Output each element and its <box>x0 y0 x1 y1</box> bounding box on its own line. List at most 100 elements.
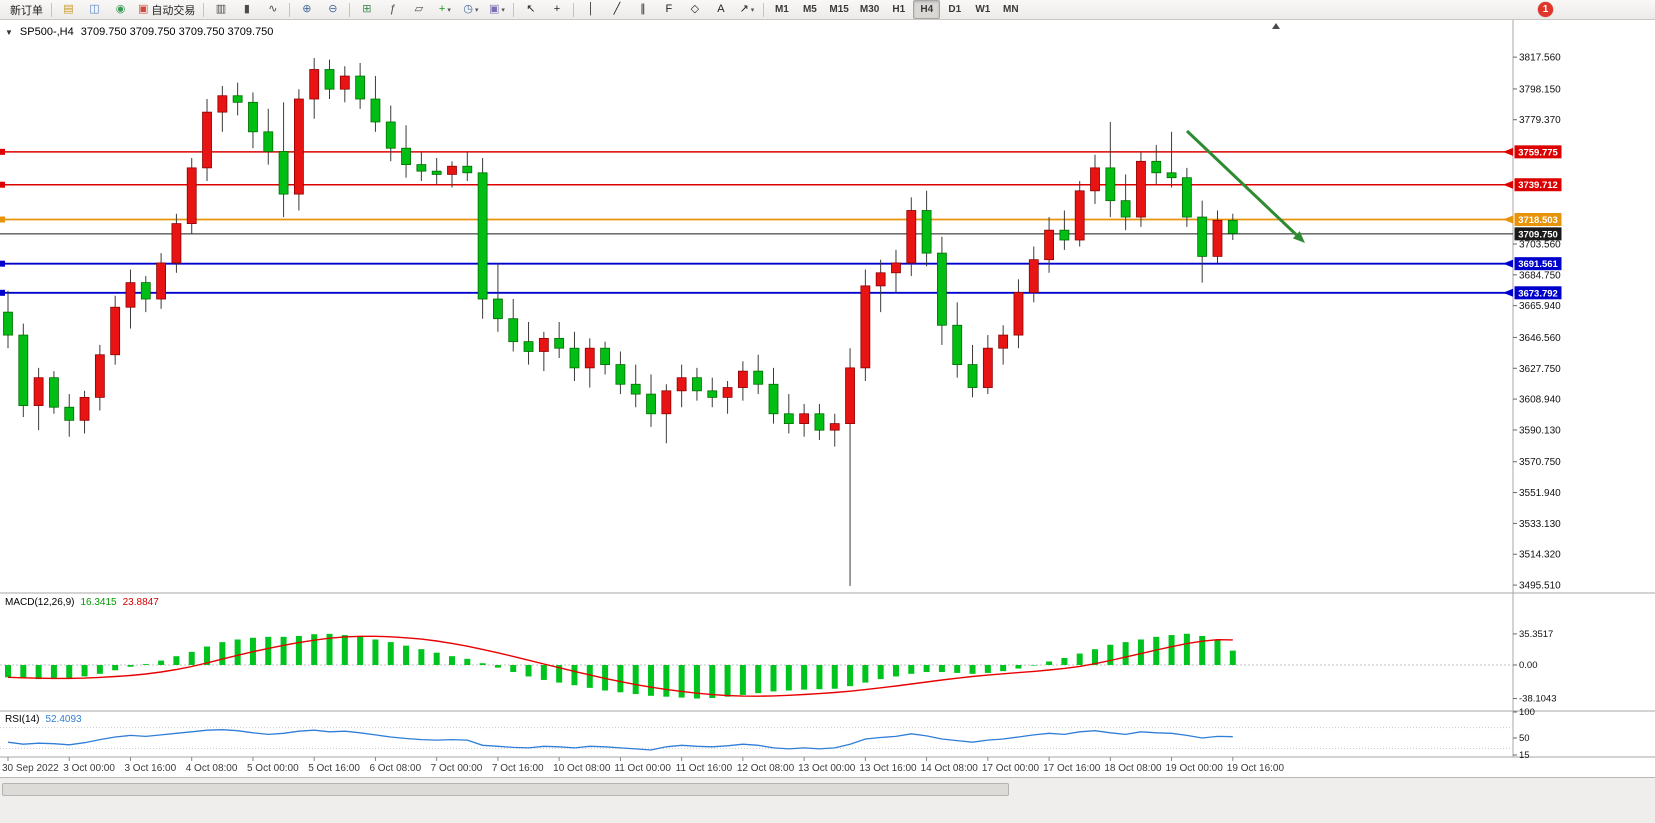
candle-body <box>1136 160 1146 218</box>
macd-histogram-bar <box>862 665 869 683</box>
toolbar: 1 新订单 ▤ ◫ ◉ ▣ 自动交易 ▥ ▮ ∿ ⊕ ⊖ ⊞ ƒ ▱ + ▾ ◷ ▾ ▣ ▾ ↖ + │ ╱ ∥ F ◇ A ↗ ▾ M1 M… <box>0 0 1655 20</box>
line-right-arrow-icon <box>1503 288 1513 297</box>
candle-body <box>906 210 917 264</box>
candle-body <box>171 223 182 264</box>
line-left-anchor[interactable] <box>0 289 5 296</box>
macd-histogram-bar <box>494 665 501 668</box>
text-tool-icon[interactable]: A <box>708 0 733 19</box>
line-left-anchor[interactable] <box>0 216 5 223</box>
candle-body <box>186 167 197 225</box>
time-axis-label: 13 Oct 00:00 <box>798 763 856 774</box>
macd-histogram-bar <box>709 665 716 698</box>
macd-histogram-bar <box>204 646 211 665</box>
line-chart-icon[interactable]: ∿ <box>260 0 285 19</box>
candle-body <box>477 172 488 300</box>
candle-body <box>538 337 549 352</box>
macd-histogram-bar <box>877 665 884 680</box>
line-left-anchor[interactable] <box>0 148 5 155</box>
crosshair-icon[interactable]: + <box>544 0 569 19</box>
macd-histogram-bar <box>739 665 746 695</box>
time-axis-label: 4 Oct 08:00 <box>186 763 238 774</box>
macd-histogram-bar <box>525 665 532 677</box>
macd-histogram-bar <box>801 665 808 690</box>
line-left-anchor[interactable] <box>0 181 5 188</box>
price-lines-layer <box>0 147 1513 297</box>
screenshot-button[interactable]: ▣ ▾ <box>484 0 509 19</box>
zoom-in-icon[interactable]: ⊕ <box>294 0 319 19</box>
trendline-icon[interactable]: ╱ <box>604 0 629 19</box>
trend-arrow-annotation[interactable] <box>1185 129 1305 243</box>
timeframe-d1-button[interactable]: D1 <box>948 4 962 15</box>
data-window-icon[interactable]: ◫ <box>82 0 107 19</box>
candlestick-chart-icon[interactable]: ▮ <box>234 0 259 19</box>
candle-body <box>18 334 29 406</box>
price-axis-label: 3817.560 <box>1519 53 1561 64</box>
toolbar-separator <box>513 2 515 17</box>
candle-body <box>845 367 855 425</box>
price-axis-label: 3779.370 <box>1519 115 1561 126</box>
candle-body <box>3 311 13 336</box>
macd-histogram-bar <box>831 665 838 689</box>
price-axis-label: 3665.940 <box>1519 301 1561 312</box>
shapes-icon[interactable]: ◇ <box>682 0 707 19</box>
zoom-out-icon[interactable]: ⊖ <box>320 0 345 19</box>
cursor-icon[interactable]: ↖ <box>518 0 543 19</box>
one-click-collapse-icon[interactable]: ▼ <box>5 27 13 37</box>
auto-trading-button[interactable]: ▣ 自动交易 <box>134 0 199 19</box>
dropdown-caret-icon: ▾ <box>750 6 755 14</box>
price-badge-3739.712 <box>1514 178 1562 192</box>
equidistant-channel-icon[interactable]: ∥ <box>630 0 655 19</box>
macd-value-main: 16.3415 <box>80 597 117 608</box>
toolbar-separator <box>289 2 291 17</box>
time-axis-label: 12 Oct 08:00 <box>737 763 795 774</box>
timeframe-m15-button[interactable]: M15 <box>829 4 849 15</box>
fibonacci-icon[interactable]: F <box>656 0 681 19</box>
macd-histogram-bar <box>234 639 241 665</box>
screenshot-glyph-icon: ▣ <box>488 3 500 15</box>
notification-badge[interactable]: 1 <box>1538 2 1553 17</box>
arrows-tool-icon[interactable]: ↗ ▾ <box>734 0 759 19</box>
macd-histogram-bar <box>142 664 149 665</box>
time-axis-label: 11 Oct 16:00 <box>676 763 733 774</box>
timeframe-m5-button[interactable]: M5 <box>802 4 817 15</box>
line-left-anchor[interactable] <box>0 260 5 267</box>
macd-histogram-bar <box>280 636 287 665</box>
timeframe-h1-button[interactable]: H1 <box>892 4 906 15</box>
candle-body <box>584 347 595 369</box>
rsi-axis-label: 100 <box>1519 707 1535 718</box>
candle-body <box>202 111 212 169</box>
price-badge-3691.561 <box>1514 257 1562 271</box>
timeframe-m1-button[interactable]: M1 <box>774 4 789 15</box>
new-chart-button[interactable]: + ▾ <box>432 0 457 19</box>
chart-header: ▼ SP500-,H4 3709.750 3709.750 3709.750 3… <box>5 26 273 38</box>
timeframe-h4-button[interactable]: H4 <box>913 0 941 19</box>
macd-histogram-bar <box>1000 665 1007 672</box>
candle-body <box>891 262 901 274</box>
chart-canvas[interactable]: 3817.560 3798.150 3779.370 3703.560 3684.750… <box>0 20 1655 777</box>
macd-histogram-bar <box>816 665 823 690</box>
period-button[interactable]: ◷ ▾ <box>458 0 483 19</box>
vertical-line-icon[interactable]: │ <box>578 0 603 19</box>
new-order-button[interactable]: 新订单 <box>3 0 47 19</box>
chart-shift-marker[interactable] <box>1272 23 1280 29</box>
candle-body <box>385 121 396 149</box>
bar-chart-icon[interactable]: ▥ <box>208 0 233 19</box>
candle-body <box>1074 190 1085 241</box>
price-axis-label: 3608.940 <box>1519 395 1561 406</box>
timeframe-m30-button[interactable]: M30 <box>859 4 880 15</box>
market-watch-icon[interactable]: ◉ <box>108 0 133 19</box>
trade-panel-icon[interactable]: ▤ <box>56 0 81 19</box>
tile-windows-icon[interactable]: ⊞ <box>354 0 379 19</box>
timeframe-w1-button[interactable]: W1 <box>975 4 991 15</box>
horizontal-scrollbar[interactable] <box>2 783 1009 796</box>
candle-body <box>676 377 687 392</box>
text-tool-icon-glyph-icon: A <box>717 3 725 15</box>
timeframe-mn-button[interactable]: MN <box>1003 4 1019 15</box>
price-badge-label: 3709.750 <box>1518 229 1558 240</box>
line-right-arrow-icon <box>1503 259 1513 268</box>
candle-body <box>952 324 963 365</box>
indicators-icon[interactable]: ƒ <box>380 0 405 19</box>
line-right-arrow-icon <box>1503 147 1513 156</box>
objects-list-icon[interactable]: ▱ <box>406 0 431 19</box>
macd-histogram-bar <box>127 665 134 667</box>
